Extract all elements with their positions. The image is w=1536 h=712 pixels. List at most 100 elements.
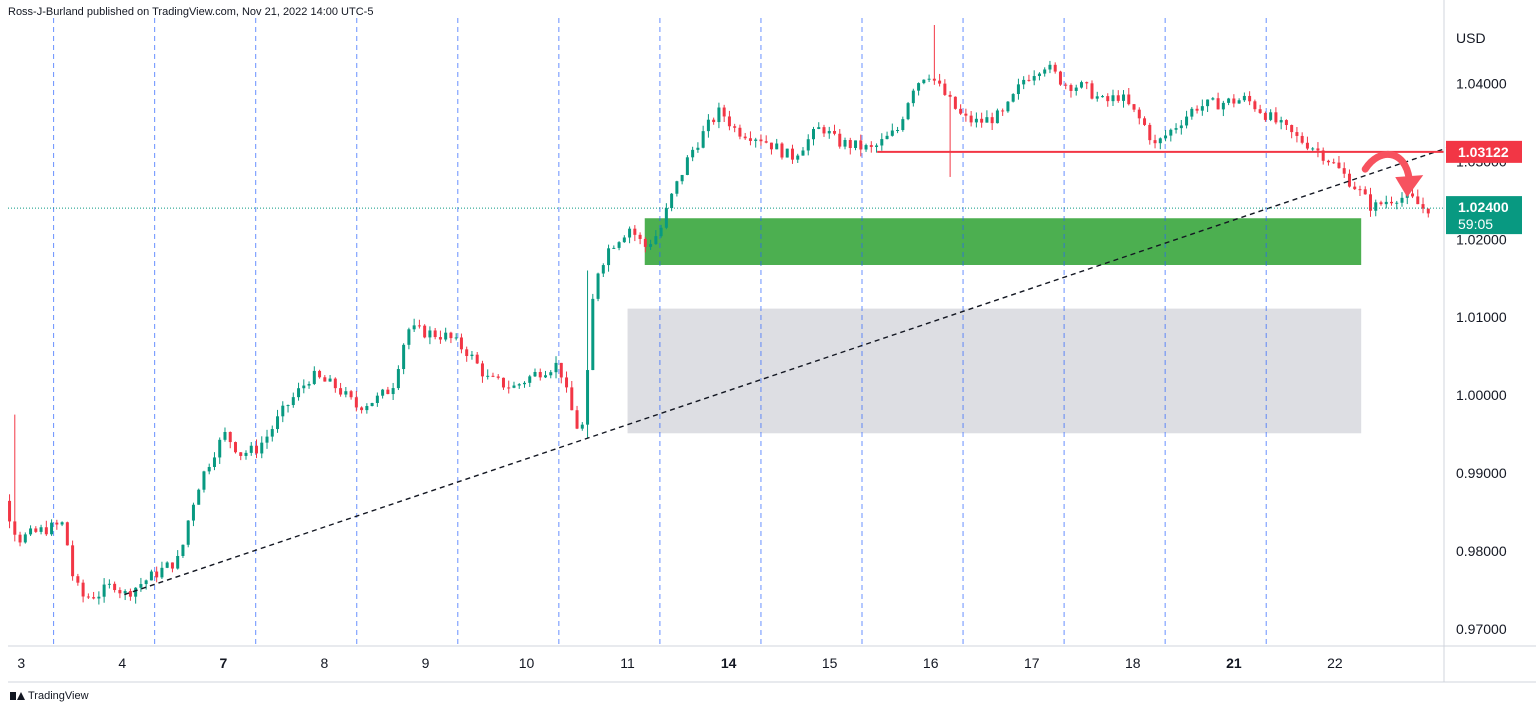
candle-body [102, 584, 106, 597]
candle-body [1148, 124, 1152, 141]
x-tick-label: 3 [17, 655, 25, 671]
x-tick-label: 11 [620, 655, 635, 671]
candle-body [233, 442, 237, 453]
candle-body [943, 83, 947, 95]
candle-body [107, 583, 111, 585]
candle-body [580, 424, 584, 429]
candle-body [1058, 71, 1062, 85]
x-tick-label: 10 [519, 655, 535, 671]
candle-body [643, 238, 647, 247]
candle-body [1237, 100, 1241, 104]
candle-body [575, 410, 579, 429]
candle-body [838, 133, 842, 147]
candle-body [1421, 204, 1425, 209]
candle-body [402, 344, 406, 370]
candle-body [486, 375, 490, 377]
candle-body [491, 375, 495, 377]
candle-body [170, 562, 174, 569]
candle-body [938, 80, 942, 84]
candle-body [1043, 69, 1047, 74]
candle-body [959, 108, 963, 114]
y-tick-label: 0.99000 [1456, 465, 1507, 481]
candle-body [953, 96, 957, 109]
candle-body [118, 590, 122, 594]
candle-body [754, 139, 758, 141]
candle-body [255, 445, 259, 454]
candle-body [691, 149, 695, 158]
candle-body [1095, 96, 1099, 99]
candle-body [612, 247, 616, 249]
candle-body [685, 157, 689, 175]
candle-body [1274, 112, 1278, 123]
candle-body [995, 110, 999, 124]
candle-body [370, 402, 374, 407]
candle-body [60, 522, 64, 525]
candle-body [1016, 84, 1020, 95]
candle-body [670, 193, 674, 209]
candle-body [475, 354, 479, 364]
candle-body [286, 405, 290, 407]
candle-body [123, 591, 127, 594]
candle-body [1284, 120, 1288, 126]
candle-body [13, 521, 17, 535]
candle-body [223, 431, 227, 440]
candle-body [1164, 135, 1168, 139]
candle-body [239, 452, 243, 456]
candle-body [733, 126, 737, 128]
candle-body [864, 145, 868, 150]
candle-body [664, 208, 668, 228]
candle-body [528, 376, 532, 383]
candle-body [1122, 94, 1126, 101]
candle-body [1326, 160, 1330, 163]
candle-body [1185, 116, 1189, 126]
candle-body [748, 138, 752, 141]
candle-body [312, 370, 316, 384]
candle-body [202, 471, 206, 490]
candle-body [948, 94, 952, 97]
candle-body [617, 242, 621, 248]
candle-body [328, 378, 332, 382]
candle-body [785, 148, 789, 158]
candle-body [780, 143, 784, 158]
candle-body [901, 119, 905, 131]
candle-body [1053, 64, 1057, 72]
candle-body [759, 139, 763, 142]
candle-body [974, 118, 978, 123]
candle-body [1426, 208, 1430, 214]
candle-body [1037, 73, 1041, 77]
candle-body [139, 584, 143, 588]
candle-body [628, 228, 632, 238]
candle-body [980, 118, 984, 123]
candle-body [276, 416, 280, 430]
y-tick-label-hidden: 1.02000 [1456, 231, 1507, 247]
candle-body [638, 234, 642, 239]
candle-body [1279, 120, 1283, 123]
candle-body [323, 377, 327, 382]
candle-body [165, 562, 169, 568]
candle-body [1216, 98, 1220, 110]
candle-body [1337, 162, 1341, 169]
candle-body [512, 385, 516, 388]
candle-body [480, 363, 484, 377]
bearish-arrow-icon [1361, 151, 1413, 183]
y-tick-label: 0.97000 [1456, 621, 1507, 637]
countdown-label: 59:05 [1458, 216, 1493, 232]
candle-body [591, 298, 595, 371]
candle-body [1032, 76, 1036, 81]
candle-body [18, 534, 22, 543]
candle-body [50, 522, 54, 535]
x-tick-label: 18 [1125, 655, 1141, 671]
gap-zone [627, 308, 1362, 434]
candle-body [1179, 125, 1183, 129]
candle-body [990, 117, 994, 124]
resistance-price-label: 1.03122 [1458, 144, 1509, 160]
tradingview-footer[interactable]: TradingView [10, 690, 89, 702]
candle-body [1116, 95, 1120, 101]
candle-body [1269, 112, 1273, 120]
candle-body [155, 571, 159, 578]
candle-body [817, 127, 821, 130]
candle-body [1358, 189, 1362, 191]
candle-body [1232, 98, 1236, 104]
candle-body [134, 587, 138, 597]
